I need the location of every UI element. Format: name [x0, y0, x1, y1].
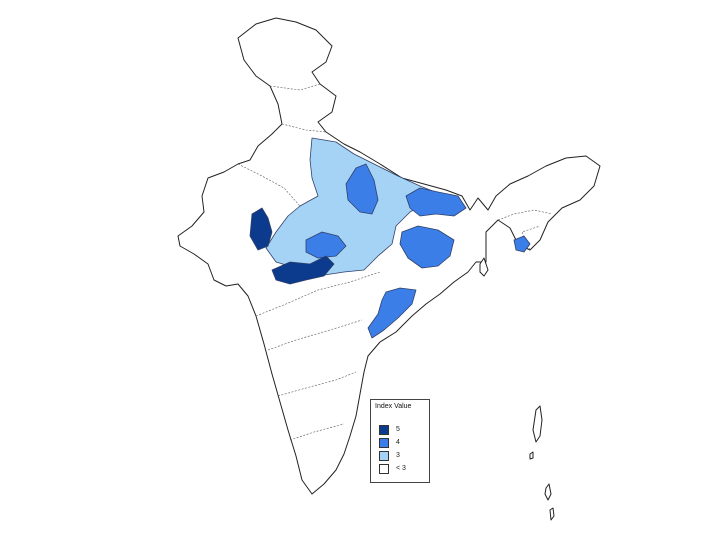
state-border — [281, 123, 327, 133]
island-outline — [544, 483, 552, 501]
island-outline — [549, 507, 555, 521]
state-border — [255, 271, 381, 317]
legend-label-5: 5 — [396, 426, 400, 433]
legend-item-5: 5 — [379, 425, 427, 435]
coast-detail — [479, 257, 489, 277]
district-level4 — [405, 187, 467, 217]
state-border — [497, 209, 553, 221]
legend-swatch-5 — [379, 425, 389, 435]
legend-label-4: 4 — [396, 439, 400, 446]
state-border — [277, 371, 357, 397]
legend-swatch-3 — [379, 451, 389, 461]
district-level4 — [513, 235, 531, 253]
mainland-outline — [177, 17, 601, 495]
district-level4 — [367, 287, 417, 339]
legend-label-3: 3 — [396, 452, 400, 459]
district-level4 — [305, 231, 347, 259]
district-level4 — [399, 225, 455, 269]
island-outline — [529, 451, 534, 460]
island-outline — [532, 405, 543, 443]
legend-item-4: 4 — [379, 438, 427, 448]
state-border — [521, 225, 541, 251]
state-border — [237, 163, 301, 207]
legend-title: Index Value — [375, 403, 412, 410]
legend-swatch-below3 — [379, 464, 389, 474]
district-level5 — [271, 255, 335, 285]
legend-item-3: 3 — [379, 451, 427, 461]
map-legend: Index Value 5 4 3 < 3 — [370, 399, 430, 483]
legend-swatch-4 — [379, 438, 389, 448]
legend-item-below3: < 3 — [379, 464, 427, 474]
legend-label-below3: < 3 — [396, 465, 406, 472]
district-level4 — [345, 163, 379, 215]
state-border — [267, 319, 363, 351]
state-border — [289, 423, 345, 441]
district-level5 — [249, 207, 273, 251]
